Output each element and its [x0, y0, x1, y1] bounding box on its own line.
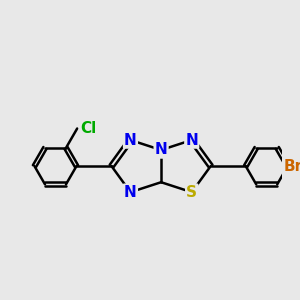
- Text: S: S: [186, 185, 197, 200]
- Text: N: N: [124, 133, 137, 148]
- Text: Cl: Cl: [80, 121, 96, 136]
- Text: Br: Br: [284, 159, 300, 174]
- Text: N: N: [155, 142, 167, 158]
- Text: N: N: [185, 133, 198, 148]
- Text: N: N: [124, 185, 137, 200]
